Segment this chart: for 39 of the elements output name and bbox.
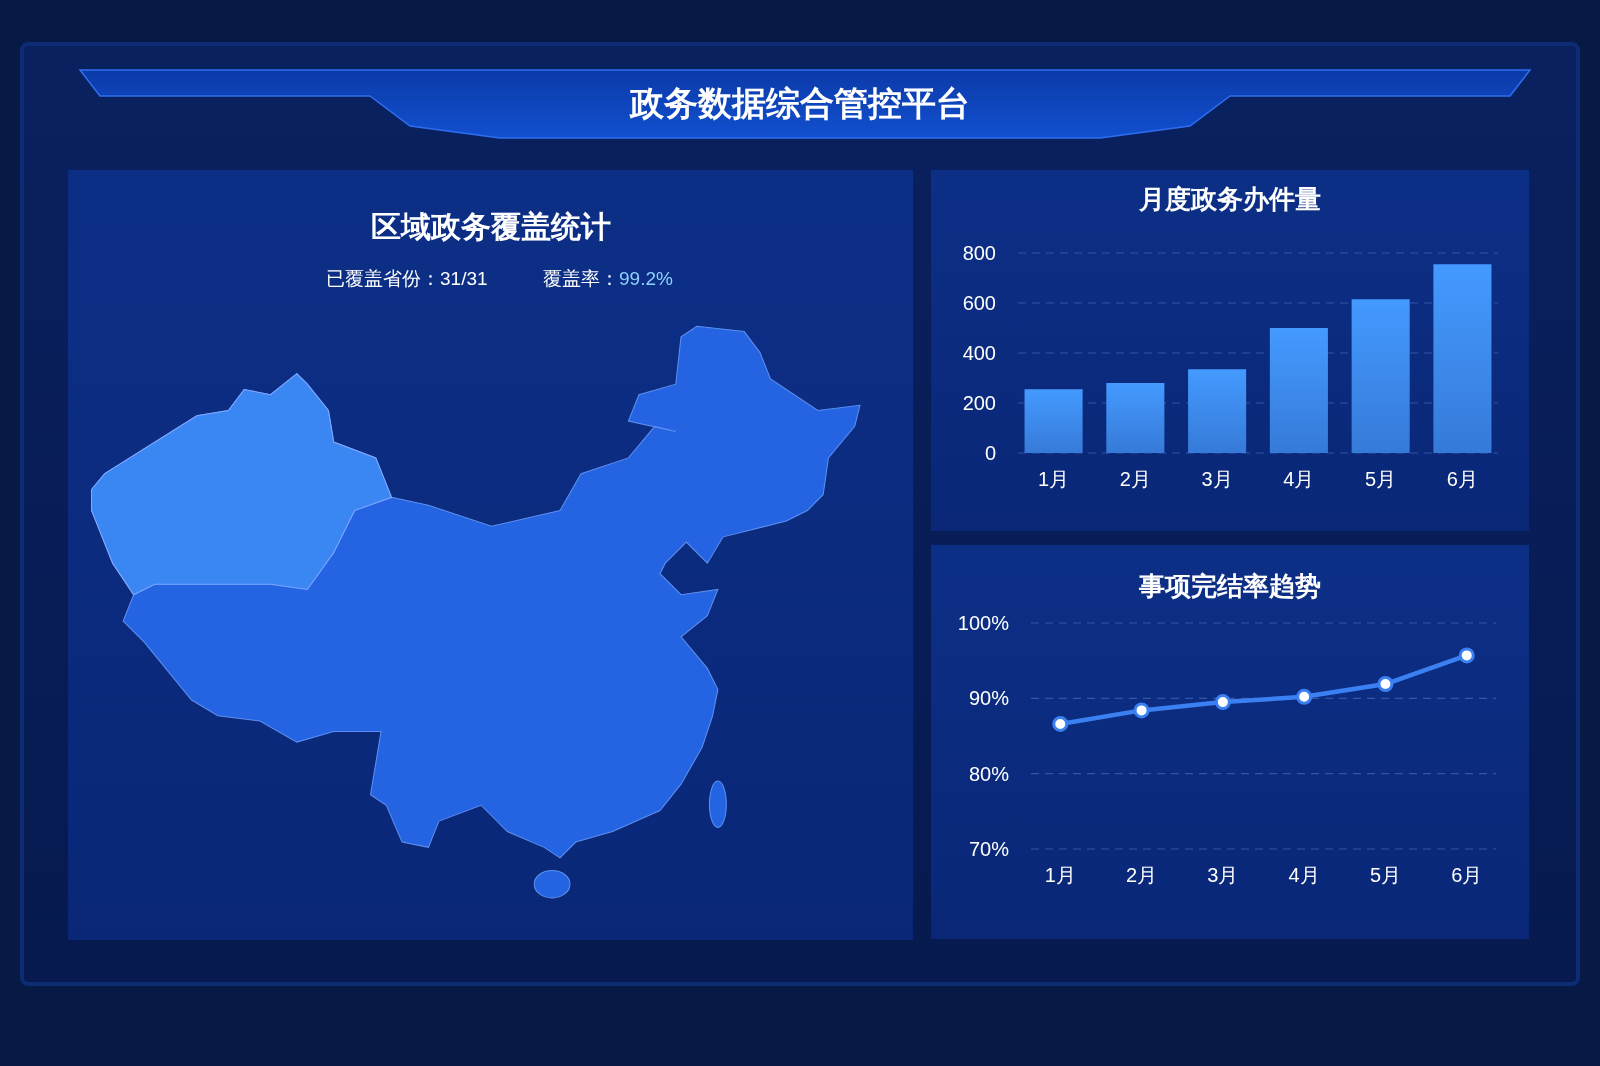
point	[1052, 715, 1069, 732]
point	[1214, 694, 1231, 711]
y-tick-label: 600	[962, 292, 996, 314]
x-tick-label: 1月	[1038, 468, 1070, 490]
x-tick-label: 2月	[1126, 864, 1158, 886]
y-tick-label: 100%	[957, 612, 1010, 634]
text: 已覆盖省份：31/31	[326, 267, 488, 289]
x-tick-label: 5月	[1369, 864, 1401, 886]
chart-title: 事项完结率趋势	[1138, 571, 1321, 601]
chart-title: 月度政务办件量	[1138, 184, 1321, 214]
bar	[1188, 369, 1247, 453]
text: 区域政务覆盖统计	[370, 209, 611, 243]
text: 覆盖率：99.2%	[543, 267, 673, 289]
y-tick-label: 200	[962, 392, 996, 414]
x-tick-label: 3月	[1201, 468, 1233, 490]
text: 政务数据综合管控平台	[629, 84, 970, 122]
bar	[1269, 328, 1328, 453]
y-tick-label: 400	[962, 342, 996, 364]
bar	[1351, 299, 1410, 453]
point	[1296, 688, 1313, 705]
point	[1458, 647, 1475, 664]
y-tick-label: 0	[984, 442, 996, 464]
x-tick-label: 4月	[1288, 864, 1320, 886]
y-tick-label: 70%	[968, 838, 1010, 860]
x-tick-label: 5月	[1365, 468, 1397, 490]
y-tick-label: 800	[962, 242, 996, 264]
x-tick-label: 2月	[1119, 468, 1151, 490]
point	[1377, 676, 1394, 693]
bar	[1106, 383, 1165, 453]
bar	[1024, 389, 1083, 453]
point	[1133, 702, 1150, 719]
y-tick-label: 80%	[968, 762, 1010, 785]
y-tick-label: 90%	[968, 687, 1010, 710]
x-tick-label: 3月	[1207, 864, 1239, 886]
x-tick-label: 6月	[1446, 468, 1478, 490]
bar	[1433, 264, 1492, 453]
x-tick-label: 1月	[1044, 864, 1076, 886]
x-tick-label: 4月	[1283, 468, 1315, 490]
x-tick-label: 6月	[1451, 864, 1483, 886]
